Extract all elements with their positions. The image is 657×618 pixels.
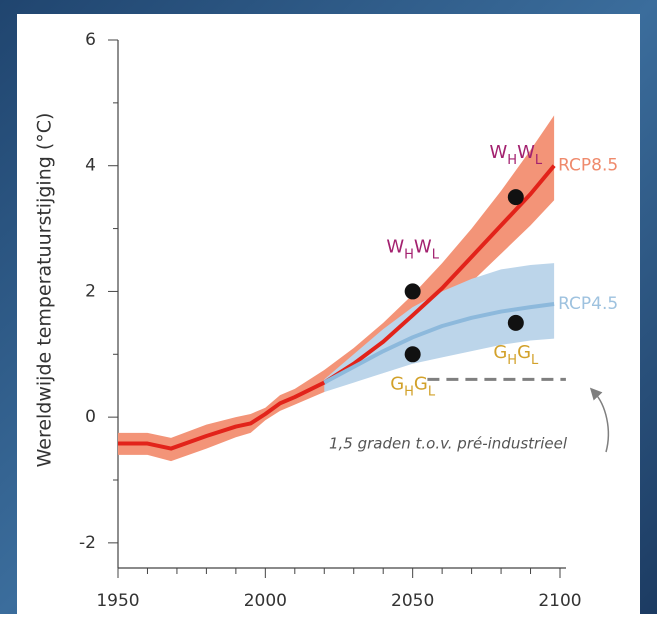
annotation: 1,5 graden t.o.v. pré-industrieel [329, 435, 568, 453]
y-axis-label: Wereldwijde temperatuurstijging (°C) [34, 113, 56, 468]
y-tick-label: 4 [85, 156, 96, 176]
label-subscript: H [404, 384, 414, 399]
scenario-point [405, 283, 421, 299]
page: Wereldwijde temperatuurstijging (°C) -2 0… [0, 0, 657, 614]
label-subscript: H [507, 352, 517, 367]
label-subscript: L [535, 153, 543, 168]
label-letter: G [390, 373, 404, 394]
x-tick-label: 2100 [538, 591, 581, 611]
label-subscript: L [432, 247, 440, 262]
label-letter: W [489, 142, 507, 163]
label-letter: G [414, 373, 428, 394]
label-subscript: H [404, 247, 414, 262]
scenario-point [508, 189, 524, 205]
scenario-point [405, 346, 421, 362]
y-tick-label: 2 [85, 281, 96, 301]
x-tick-label: 2050 [391, 591, 434, 611]
scenario-point [508, 315, 524, 331]
label-subscript: L [428, 384, 436, 399]
label-letter: W [386, 236, 404, 257]
y-tick-label: 0 [85, 407, 96, 427]
y-tick-label: -2 [79, 533, 96, 553]
label-letter: G [493, 342, 507, 363]
label-subscript: H [507, 153, 517, 168]
x-tick-label: 1950 [96, 591, 139, 611]
label-subscript: L [531, 352, 539, 367]
chart: Wereldwijde temperatuurstijging (°C) -2 0… [0, 0, 657, 614]
y-tick-label: 6 [85, 30, 96, 50]
series-label: RCP8.5 [558, 156, 618, 176]
label-letter: W [414, 236, 432, 257]
label-letter: G [517, 342, 531, 363]
series-label: RCP4.5 [558, 294, 618, 314]
label-letter: W [517, 142, 535, 163]
x-tick-label: 2000 [244, 591, 287, 611]
